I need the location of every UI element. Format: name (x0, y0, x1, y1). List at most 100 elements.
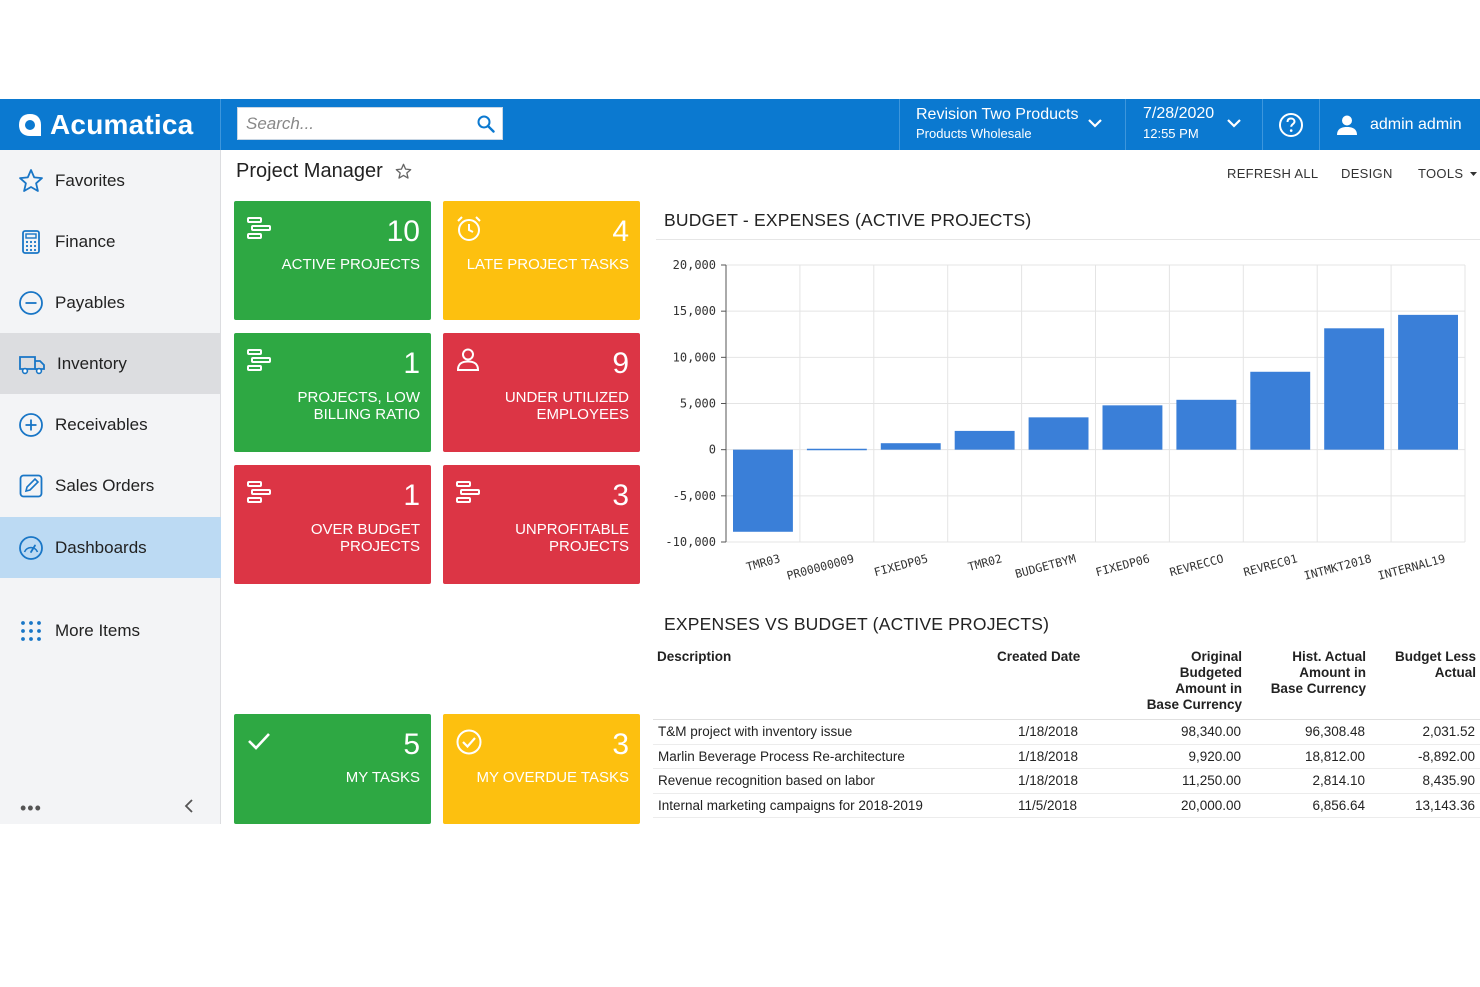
table-header-row: Description Created Date Original Budget… (653, 649, 1480, 720)
page-title-text: Project Manager (236, 160, 383, 182)
user-menu[interactable]: admin admin (1320, 99, 1480, 150)
tile-unprofitable-projects[interactable]: 3 UNPROFITABLE PROJECTS (443, 465, 640, 584)
sidebar-more-dots[interactable]: ••• (20, 798, 42, 818)
cell-budget-less-actual: 2,031.52 (1370, 719, 1480, 745)
sidebar-item-payables[interactable]: Payables (0, 272, 221, 333)
chevron-left-icon[interactable] (183, 798, 195, 814)
refresh-all-button[interactable]: REFRESH ALL (1227, 166, 1319, 181)
sidebar-item-finance[interactable]: Finance (0, 211, 221, 272)
branch-name: Products Wholesale (916, 126, 1032, 141)
sidebar-item-receivables[interactable]: Receivables (0, 394, 221, 455)
cell-original-budget: 98,340.00 (1118, 719, 1246, 745)
col-original-budget[interactable]: Original Budgeted Amount in Base Currenc… (1118, 649, 1246, 720)
tile-count: 1 (403, 479, 420, 512)
sidebar-item-sales-orders[interactable]: Sales Orders (0, 455, 221, 516)
app-name: Acumatica (50, 108, 194, 140)
tile-over-budget-projects[interactable]: 1 OVER BUDGET PROJECTS (234, 465, 431, 584)
search-input[interactable]: Search... (237, 107, 503, 140)
expenses-vs-budget-table: Description Created Date Original Budget… (653, 649, 1480, 818)
header-line: Amount in (1175, 681, 1242, 696)
help-icon (1279, 112, 1303, 137)
business-date: 7/28/2020 (1143, 105, 1215, 122)
table-row[interactable]: T&M project with inventory issue 1/18/20… (653, 719, 1480, 745)
business-date-selector[interactable]: 7/28/2020 12:55 PM (1126, 99, 1263, 150)
chevron-down-icon (1088, 119, 1102, 128)
tile-my-overdue-tasks[interactable]: 3 MY OVERDUE TASKS (443, 714, 640, 824)
tile-my-tasks[interactable]: 5 MY TASKS (234, 714, 431, 824)
tile-count: 10 (386, 215, 420, 248)
cell-actual-amount: 18,812.00 (1246, 744, 1370, 769)
check-icon (248, 733, 270, 750)
cell-created-date: 1/18/2018 (993, 744, 1118, 769)
cell-actual-amount: 6,856.64 (1246, 793, 1370, 818)
cell-original-budget: 9,920.00 (1118, 744, 1246, 769)
project-bars-icon (247, 481, 271, 503)
sidebar-item-label: More Items (55, 620, 141, 640)
table-row[interactable]: Revenue recognition based on labor 1/18/… (653, 768, 1480, 794)
project-bars-icon (456, 481, 480, 503)
tile-active-projects[interactable]: 10 ACTIVE PROJECTS (234, 201, 431, 320)
sidebar-item-favorites[interactable]: Favorites (0, 150, 221, 211)
header-line: Base Currency (1270, 681, 1366, 696)
tools-button[interactable]: TOOLS (1418, 166, 1478, 181)
sidebar-item-more-items[interactable]: More Items (0, 600, 221, 661)
cell-description: Revenue recognition based on labor (653, 768, 993, 794)
sidebar-item-label: Favorites (55, 170, 125, 190)
main-content: Project Manager REFRESH ALL DESIGN TOOLS… (221, 150, 1480, 824)
sidebar-item-dashboards[interactable]: Dashboards (0, 517, 221, 578)
cell-description: Marlin Beverage Process Re-architecture (653, 744, 993, 769)
col-description[interactable]: Description (653, 649, 993, 720)
project-bars-icon (247, 217, 271, 239)
alarm-clock-icon (457, 216, 481, 241)
header-line: Hist. Actual (1292, 649, 1366, 664)
sidebar-item-label: Receivables (55, 414, 148, 434)
cell-created-date: 1/18/2018 (993, 768, 1118, 794)
cell-created-date: 11/5/2018 (993, 793, 1118, 818)
x-tick-label: PR00000009 (785, 551, 856, 582)
sidebar-item-label: Dashboards (55, 537, 147, 557)
bar (1398, 314, 1458, 450)
x-tick-label: INTERNAL19 (1376, 551, 1447, 582)
col-actual-amount[interactable]: Hist. Actual Amount in Base Currency (1246, 649, 1370, 720)
cell-created-date: 1/18/2018 (993, 719, 1118, 745)
tile-label: OVER BUDGET PROJECTS (310, 521, 420, 555)
header-line: Original (1190, 649, 1242, 664)
tile-label: ACTIVE PROJECTS (281, 256, 420, 273)
app-logo[interactable]: Acumatica (0, 99, 221, 150)
cell-original-budget: 11,250.00 (1118, 768, 1246, 794)
design-button[interactable]: DESIGN (1341, 166, 1393, 181)
star-outline-icon[interactable] (395, 163, 412, 180)
search-icon[interactable] (476, 114, 496, 134)
grid-dots-icon (21, 620, 41, 641)
table-row[interactable]: Internal marketing campaigns for 2018-20… (653, 793, 1480, 818)
y-tick-label: 0 (709, 443, 716, 457)
tile-count: 3 (612, 728, 629, 761)
tile-low-billing-ratio[interactable]: 1 PROJECTS, LOW BILLING RATIO (234, 333, 431, 452)
y-tick-label: 20,000 (673, 258, 716, 272)
col-created-date[interactable]: Created Date (993, 649, 1118, 720)
person-icon (456, 348, 480, 371)
help-button[interactable] (1263, 99, 1320, 150)
x-tick-label: REVRECCO (1168, 551, 1225, 579)
cell-description: Internal marketing campaigns for 2018-20… (653, 793, 993, 818)
sidebar-item-label: Payables (55, 292, 125, 312)
col-budget-less-actual[interactable]: Budget Less Actual (1370, 649, 1480, 720)
star-icon (19, 168, 43, 192)
chevron-down-icon (1227, 119, 1241, 128)
budget-expenses-chart: 20,000 15,000 10,000 5,000 0 -5,000 -10,000 TMR… (665, 258, 1466, 583)
sidebar-item-inventory[interactable]: Inventory (0, 333, 221, 394)
tile-label: UNDER UTILIZED EMPLOYEES (504, 389, 629, 423)
tile-label: MY OVERDUE TASKS (476, 769, 629, 786)
truck-icon (19, 355, 45, 374)
header-line: Base Currency (1146, 697, 1242, 712)
user-icon (1337, 115, 1357, 135)
bar (806, 448, 867, 451)
cell-description: T&M project with inventory issue (653, 719, 993, 745)
company-selector[interactable]: Revision Two Products Products Wholesale (899, 99, 1126, 150)
tile-late-project-tasks[interactable]: 4 LATE PROJECT TASKS (443, 201, 640, 320)
project-bars-icon (247, 349, 271, 371)
check-circle-icon (456, 729, 482, 755)
table-row[interactable]: Marlin Beverage Process Re-architecture … (653, 744, 1480, 769)
tile-label: LATE PROJECT TASKS (466, 256, 629, 273)
tile-under-utilized-employees[interactable]: 9 UNDER UTILIZED EMPLOYEES (443, 333, 640, 452)
